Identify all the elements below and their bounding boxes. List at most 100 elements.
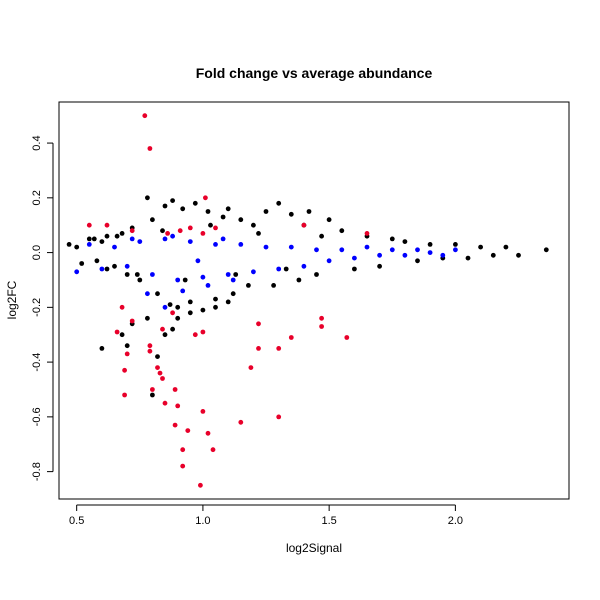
data-point — [225, 206, 231, 212]
data-point — [86, 242, 92, 247]
data-point — [230, 277, 236, 283]
data-point — [119, 332, 125, 338]
data-point — [256, 321, 261, 327]
data-point — [276, 266, 282, 272]
data-point — [440, 252, 446, 258]
data-point — [503, 244, 509, 250]
data-point — [263, 209, 269, 214]
data-point — [129, 236, 135, 242]
data-point — [192, 200, 198, 206]
data-point — [112, 263, 117, 269]
x-tick-label: 0.5 — [69, 515, 84, 527]
data-point — [99, 266, 105, 272]
data-point — [124, 272, 130, 277]
data-point — [339, 228, 345, 234]
data-point — [94, 258, 100, 264]
data-point — [74, 269, 80, 275]
data-point — [170, 326, 176, 332]
data-point — [377, 263, 382, 269]
data-point — [86, 222, 92, 228]
data-point — [99, 346, 105, 351]
data-point — [124, 343, 130, 349]
data-point — [180, 447, 186, 453]
data-point — [114, 329, 120, 335]
data-point — [203, 195, 208, 201]
data-point — [314, 272, 319, 277]
data-point — [124, 263, 130, 269]
data-point — [213, 296, 218, 302]
data-point — [319, 315, 324, 321]
data-point — [91, 236, 97, 242]
data-point — [147, 348, 153, 354]
data-point — [114, 233, 120, 239]
data-point — [478, 244, 483, 250]
data-point — [326, 258, 332, 264]
data-point — [160, 326, 165, 332]
data-point — [172, 387, 178, 392]
data-point — [165, 231, 171, 236]
data-point — [453, 247, 458, 253]
data-point — [543, 247, 549, 253]
data-point — [402, 239, 408, 245]
data-point — [86, 236, 92, 242]
data-point — [319, 324, 324, 329]
data-point — [122, 392, 127, 398]
data-point — [246, 283, 251, 288]
data-point — [225, 299, 231, 305]
data-point — [157, 370, 163, 376]
data-point — [306, 209, 312, 214]
data-point — [200, 231, 206, 236]
data-point — [352, 255, 357, 261]
data-point — [155, 354, 160, 359]
data-point — [104, 222, 110, 228]
data-point — [198, 482, 203, 488]
data-point — [187, 310, 193, 316]
data-point — [352, 266, 357, 272]
data-point — [288, 335, 294, 340]
x-tick-label: 2.0 — [448, 515, 463, 527]
data-point — [210, 447, 216, 453]
data-point — [162, 400, 168, 406]
data-point — [175, 315, 181, 321]
data-point — [200, 274, 206, 280]
data-point — [314, 247, 319, 253]
data-point — [208, 222, 213, 228]
y-tick-label: 0.0 — [31, 245, 43, 260]
data-point — [192, 332, 198, 338]
x-tick-label: 1.0 — [195, 515, 210, 527]
data-point — [79, 261, 85, 266]
data-point — [389, 247, 395, 253]
data-point — [119, 231, 125, 236]
data-point — [256, 346, 261, 351]
data-point — [104, 233, 110, 239]
data-point — [271, 283, 276, 288]
data-point — [160, 376, 165, 381]
data-point — [402, 252, 408, 258]
data-point — [248, 365, 254, 370]
data-point — [213, 304, 218, 310]
data-point — [326, 217, 332, 223]
data-point — [177, 228, 183, 234]
x-tick-label: 1.5 — [322, 515, 337, 527]
data-point — [129, 318, 135, 324]
data-point — [145, 195, 150, 201]
data-point — [74, 244, 80, 250]
data-point — [145, 315, 150, 321]
data-point — [175, 304, 181, 310]
data-point — [296, 277, 302, 283]
data-point — [175, 403, 181, 409]
data-point — [150, 272, 155, 277]
data-point — [175, 277, 181, 283]
data-point — [415, 247, 420, 253]
data-point — [187, 225, 193, 231]
data-point — [453, 242, 458, 247]
data-point — [465, 255, 471, 261]
data-point — [162, 203, 168, 209]
data-point — [377, 252, 382, 258]
data-point — [119, 304, 125, 310]
data-point — [200, 409, 206, 414]
data-point — [66, 242, 72, 247]
data-point — [220, 214, 226, 220]
